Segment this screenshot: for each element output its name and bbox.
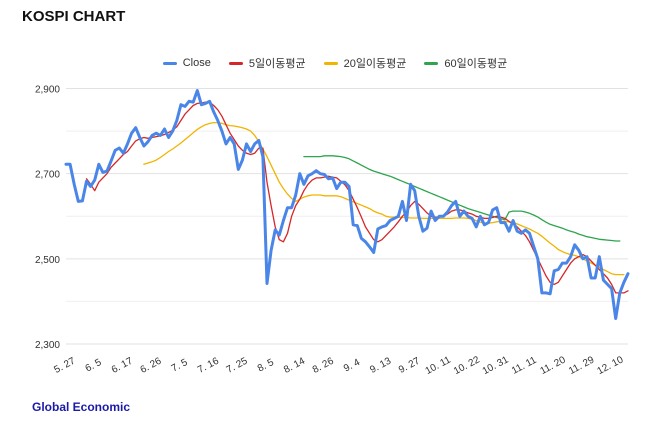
footer-source: Global Economic (32, 400, 131, 414)
x-tick-label: 10. 22 (452, 354, 482, 377)
chart-title: KOSPI CHART (22, 8, 126, 25)
legend-item-ma60: 60일이동평균 (424, 55, 507, 71)
legend-item-ma20: 20일이동평균 (323, 55, 407, 71)
x-tick-label: 7. 16 (196, 356, 221, 376)
legend-label-close: Close (182, 57, 211, 69)
legend-swatch-close (162, 61, 177, 65)
series-line-ma60 (303, 155, 621, 242)
x-tick-label: 11. 11 (510, 355, 539, 377)
x-tick-label: 9. 13 (368, 356, 393, 376)
x-tick-label: 8. 14 (282, 356, 307, 376)
chart-legend: Close 5일이동평균 20일이동평균 60일이동평균 (0, 55, 670, 71)
legend-label-ma20: 20일이동평균 (343, 58, 407, 70)
legend-label-ma60: 60일이동평균 (444, 58, 508, 70)
x-tick-label: 11. 29 (567, 354, 596, 377)
x-tick-label: 10. 11 (424, 354, 453, 377)
x-tick-label: 6. 26 (139, 356, 164, 376)
series-line-close (64, 89, 630, 320)
y-tick-label: 2,900 (35, 85, 60, 96)
x-tick-label: 6. 17 (110, 356, 135, 376)
legend-label-ma5: 5일이동평균 (248, 58, 306, 70)
x-tick-label: 8. 5 (256, 357, 276, 375)
legend-item-close: Close (162, 55, 211, 71)
series-line-ma20 (143, 121, 625, 276)
x-tick-label: 5. 27 (52, 356, 77, 376)
legend-item-ma5: 5일이동평균 (228, 55, 306, 71)
x-tick-label: 12. 10 (596, 354, 626, 377)
y-tick-label: 2,700 (35, 170, 60, 181)
y-tick-label: 2,300 (35, 340, 60, 351)
legend-swatch-ma20 (323, 61, 338, 65)
x-tick-label: 10. 31 (481, 354, 511, 377)
x-tick-label: 11. 20 (538, 354, 567, 377)
legend-swatch-ma5 (228, 61, 243, 65)
x-tick-label: 9. 4 (342, 357, 362, 375)
x-tick-label: 7. 25 (225, 356, 250, 376)
x-tick-label: 7. 5 (170, 357, 190, 375)
x-tick-label: 8. 26 (311, 356, 336, 376)
x-tick-label: 6. 5 (84, 357, 104, 375)
legend-swatch-ma60 (424, 61, 439, 65)
y-tick-label: 2,500 (35, 255, 60, 266)
x-tick-label: 9. 27 (397, 356, 422, 376)
